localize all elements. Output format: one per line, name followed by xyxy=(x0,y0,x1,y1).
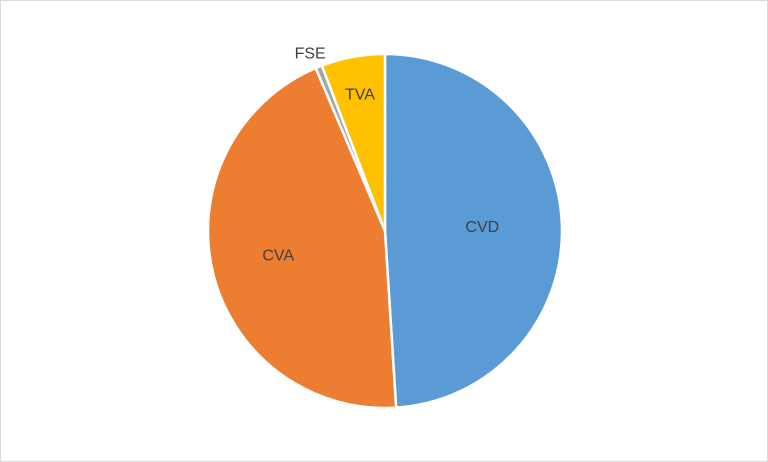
slice-label-cvd: CVD xyxy=(465,219,499,236)
slice-label-tva: TVA xyxy=(345,86,375,103)
slice-label-fse: FSE xyxy=(295,45,326,62)
pie-labels: CVD CVA FSE TVA xyxy=(262,45,499,264)
pie-slice-cva xyxy=(206,66,398,410)
pie-slices xyxy=(206,52,564,410)
pie-slice-cvd xyxy=(383,52,564,409)
pie-slice-tva xyxy=(320,52,387,233)
slice-label-cva: CVA xyxy=(262,248,294,265)
